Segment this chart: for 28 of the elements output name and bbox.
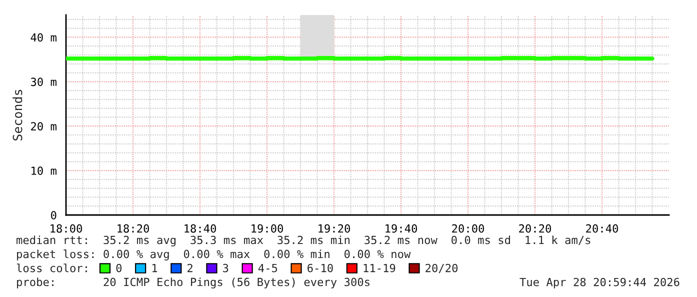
legend-label: 3 [223,264,228,272]
x-tick-label: 19:00 [252,224,284,233]
legend-label: 20/20 [426,264,458,274]
legend-label: 1 [152,264,158,272]
y-tick-label: 40 m [30,33,56,42]
y-tick-label: 0 [51,211,56,220]
y-tick-label: 10 m [32,166,56,175]
text: Tue Apr 28 20:59:44 2026 [520,278,680,288]
y-axis-title: Seconds [12,90,22,140]
legend-label: 0 [116,264,122,272]
x-tick-label: 19:20 [318,224,350,233]
legend-label: 2 [188,264,192,272]
x-tick-label: 20:00 [452,224,484,233]
x-tick-label: 18:20 [118,224,149,233]
text: packet loss: 0.00 % avg 0.00 % max 0.00 % min 0.00 % now [17,250,411,260]
legend-title: loss color: [16,264,87,272]
x-tick-label: 20:20 [519,224,551,233]
text: probe: 20 ICMP Echo Pings (56 Bytes) every 300s [17,278,370,288]
y-tick-label: 20 m [31,122,56,131]
legend-label: 11-19 [364,264,396,272]
x-tick-label: 18:00 [50,224,82,233]
x-tick-label: 19:40 [386,224,418,233]
legend-label: 4-5 [258,264,278,272]
text: median rtt: 35.2 ms avg 35.3 ms max 35.2 ms min 35.2 ms now 0.0 ms sd 1.1 k am/s [16,236,590,246]
legend-label: 6-10 [308,264,333,272]
y-tick-label: 30 m [30,78,56,86]
x-tick-label: 18:40 [184,224,216,233]
x-tick-label: 20:40 [586,224,618,233]
